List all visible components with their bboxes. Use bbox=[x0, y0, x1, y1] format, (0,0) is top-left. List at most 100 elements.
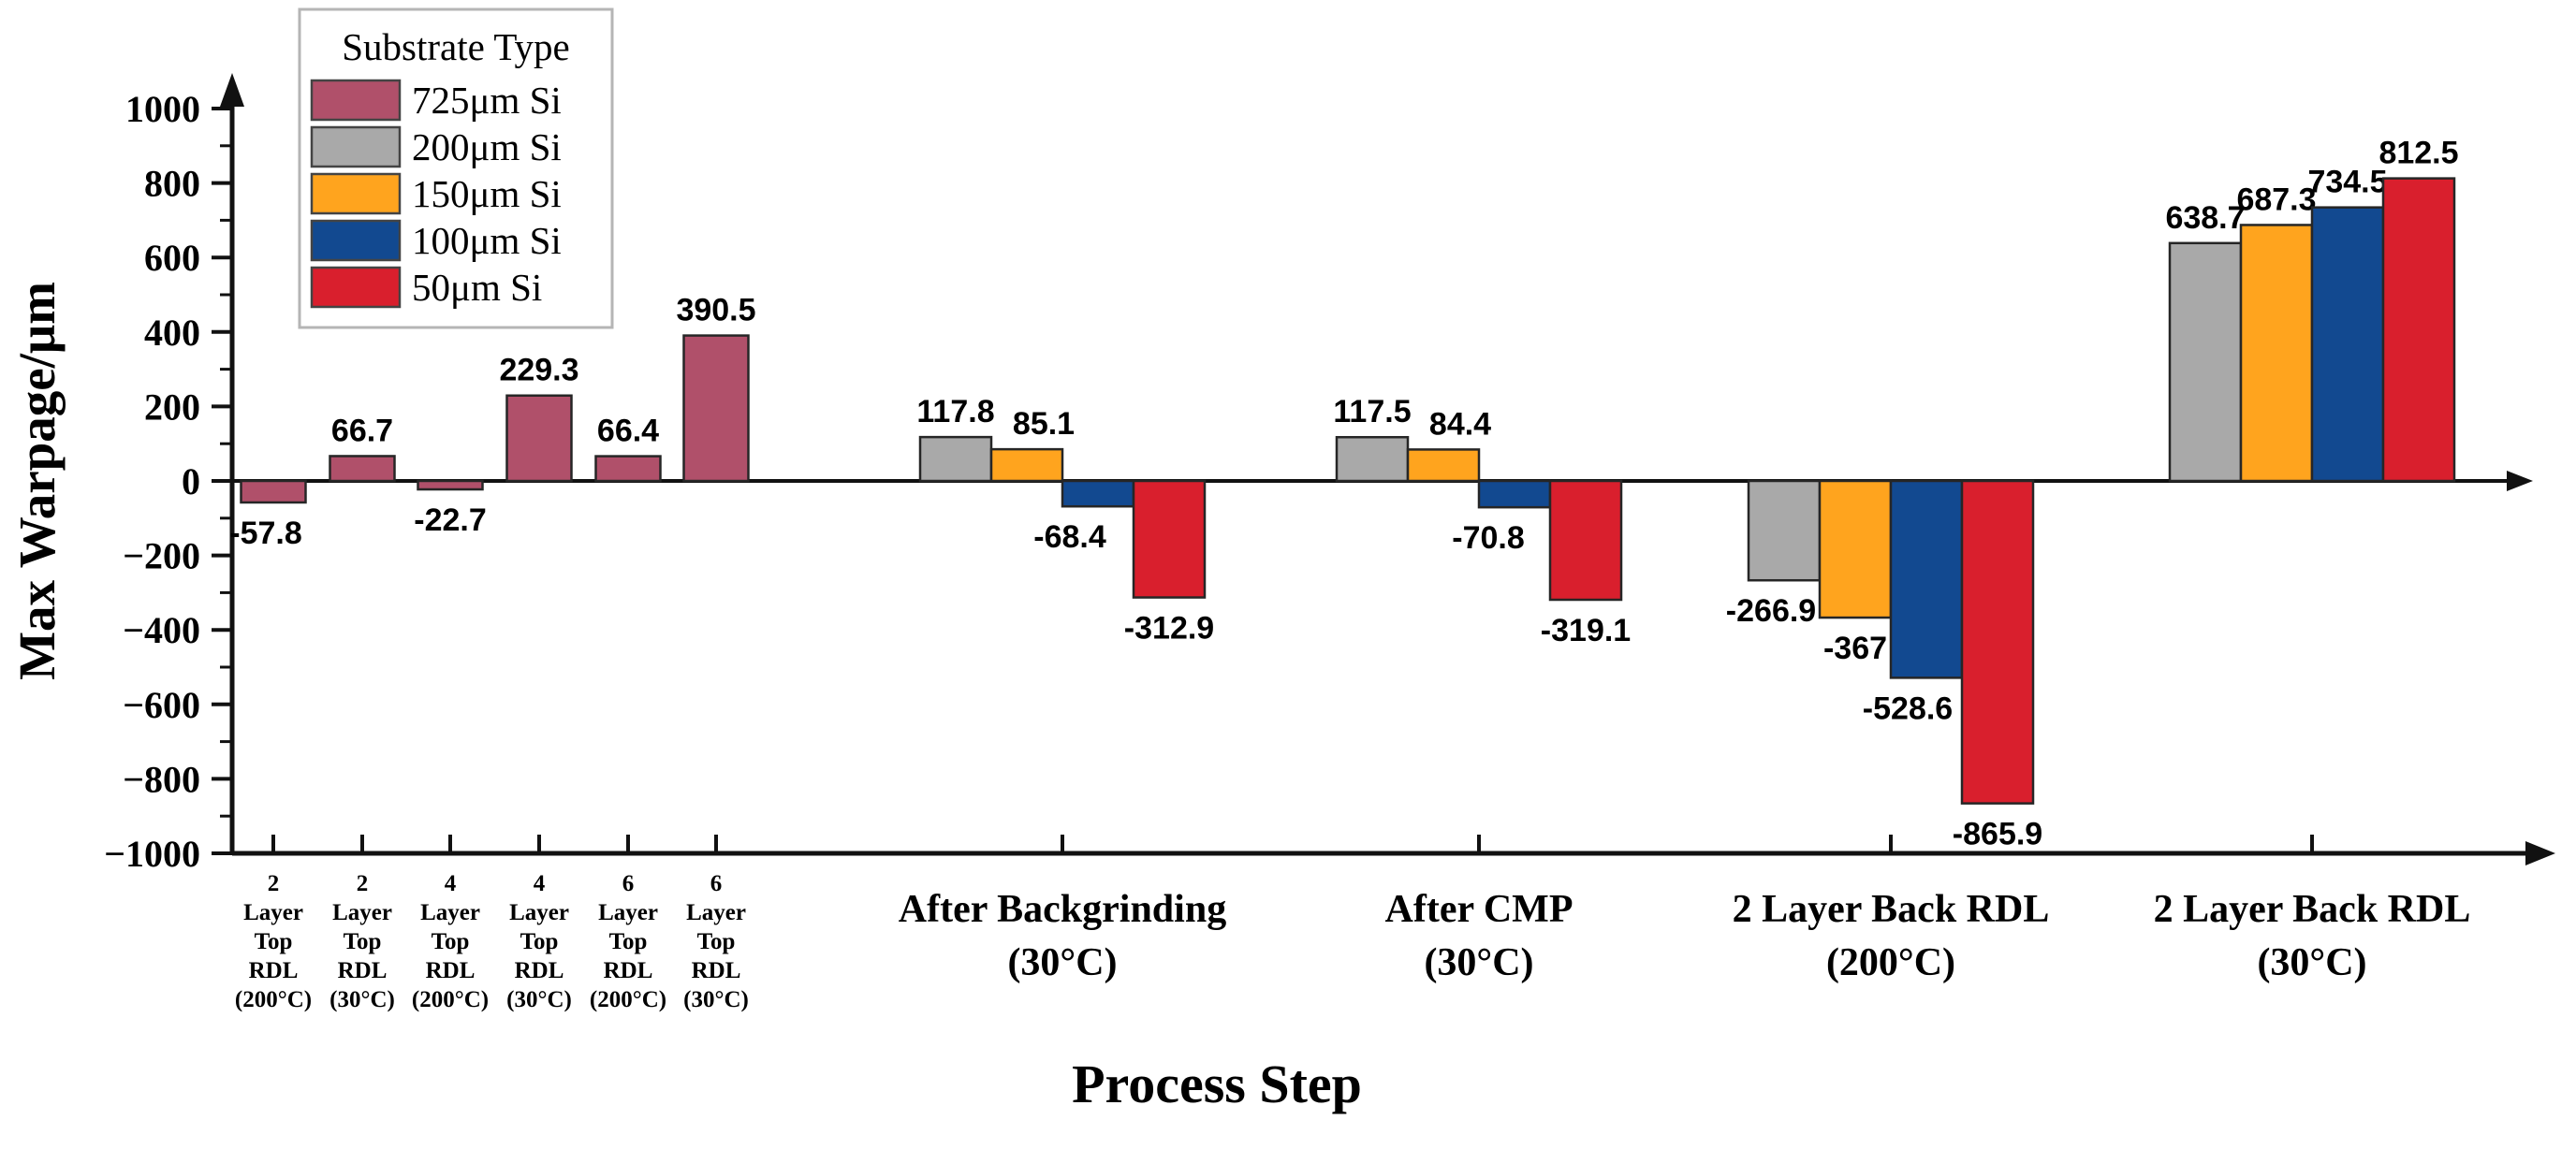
y-axis-arrow bbox=[220, 73, 244, 107]
bar-value-label: 66.7 bbox=[331, 413, 393, 448]
x-category-label: RDL bbox=[515, 958, 564, 983]
x-axis-arrow bbox=[2525, 841, 2555, 865]
legend-item-label: 50μm Si bbox=[412, 266, 542, 309]
x-category-label: Layer bbox=[243, 900, 303, 925]
x-category-label: 6 bbox=[622, 871, 635, 896]
y-tick-label: 800 bbox=[144, 163, 200, 205]
bar bbox=[1818, 479, 1893, 619]
bar-value-label: -319.1 bbox=[1541, 613, 1631, 648]
bar bbox=[240, 479, 307, 504]
x-category-label: (200°C) bbox=[235, 987, 312, 1012]
y-tick-label: −1000 bbox=[104, 833, 200, 875]
x-category-label: (200°C) bbox=[412, 987, 489, 1012]
bar-value-label: -22.7 bbox=[414, 502, 487, 538]
bar bbox=[505, 394, 573, 483]
x-category-label: (30°C) bbox=[506, 987, 572, 1012]
bar bbox=[1132, 479, 1207, 599]
bar-value-label: -312.9 bbox=[1124, 611, 1214, 647]
x-category-label: RDL bbox=[249, 958, 299, 983]
bar-value-label: 85.1 bbox=[1013, 406, 1075, 442]
legend-title: Substrate Type bbox=[342, 25, 569, 68]
x-category-label: 4 bbox=[534, 871, 546, 896]
x-category-label: 6 bbox=[710, 871, 723, 896]
bar bbox=[2239, 224, 2314, 483]
x-category-label: RDL bbox=[692, 958, 741, 983]
bar-value-label: 229.3 bbox=[499, 353, 578, 388]
y-axis-title: Max Warpage/μm bbox=[8, 282, 66, 680]
x-category-label: (200°C) bbox=[590, 987, 666, 1012]
y-tick-label: −200 bbox=[123, 535, 200, 577]
bar-value-label: -367 bbox=[1823, 631, 1887, 666]
bar-value-label: 687.3 bbox=[2236, 182, 2316, 217]
bar bbox=[594, 455, 662, 483]
bar bbox=[682, 334, 750, 483]
bar-value-label: -865.9 bbox=[1953, 817, 2042, 852]
x-category-label: (30°C) bbox=[1424, 941, 1533, 984]
y-tick-label: −600 bbox=[123, 684, 200, 726]
x-category-label: Layer bbox=[598, 900, 658, 925]
x-category-label: Layer bbox=[420, 900, 480, 925]
x-category-label: RDL bbox=[604, 958, 653, 983]
y-tick-label: −800 bbox=[123, 758, 200, 800]
bar-value-label: 84.4 bbox=[1429, 406, 1491, 442]
bar bbox=[1061, 479, 1135, 508]
x-category-label: Top bbox=[520, 929, 559, 954]
bar-value-label: 812.5 bbox=[2378, 136, 2458, 171]
x-category-label: Layer bbox=[509, 900, 569, 925]
legend-swatch bbox=[310, 219, 402, 262]
y-tick-label: 400 bbox=[144, 312, 200, 354]
legend-item-label: 725μm Si bbox=[412, 79, 562, 122]
y-tick-label: 1000 bbox=[125, 88, 200, 130]
bar-value-label: -68.4 bbox=[1033, 519, 1106, 555]
bar bbox=[1960, 479, 2035, 805]
legend-swatch bbox=[310, 266, 402, 309]
x-category-label: 4 bbox=[445, 871, 457, 896]
bar bbox=[2168, 241, 2243, 483]
x-category-label: (30°C) bbox=[329, 987, 395, 1012]
x-category-label: RDL bbox=[338, 958, 388, 983]
x-category-label: (30°C) bbox=[683, 987, 749, 1012]
x-category-label: Top bbox=[344, 929, 382, 954]
x-category-label: (30°C) bbox=[1007, 941, 1117, 984]
legend-swatch bbox=[310, 125, 402, 168]
y-tick-label: 200 bbox=[144, 385, 200, 428]
x-category-label: Layer bbox=[332, 900, 392, 925]
x-axis-title: Process Step bbox=[1072, 1054, 1362, 1114]
x-category-label: (30°C) bbox=[2257, 941, 2366, 984]
bar bbox=[1335, 435, 1410, 483]
y-tick-label: −400 bbox=[123, 609, 200, 651]
y-tick-label: 0 bbox=[182, 460, 200, 502]
bar-value-label: -70.8 bbox=[1452, 520, 1525, 556]
x-category-label: Top bbox=[609, 929, 648, 954]
bar bbox=[1889, 479, 1964, 679]
bar bbox=[417, 479, 484, 491]
x-category-label: 2 bbox=[357, 871, 369, 896]
bar bbox=[1747, 479, 1822, 582]
bar-value-label: -57.8 bbox=[229, 516, 302, 551]
bar bbox=[2381, 177, 2456, 483]
legend-swatch bbox=[310, 79, 402, 122]
bar-value-label: 734.5 bbox=[2307, 165, 2387, 200]
y-tick-label: 600 bbox=[144, 237, 200, 279]
x-category-label: Top bbox=[255, 929, 293, 954]
legend-swatch bbox=[310, 172, 402, 215]
bar bbox=[989, 447, 1064, 483]
x-category-label: Top bbox=[432, 929, 470, 954]
x-category-label: RDL bbox=[426, 958, 476, 983]
x-category-label: Layer bbox=[686, 900, 746, 925]
bar-value-label: 66.4 bbox=[597, 414, 659, 449]
bar bbox=[2310, 206, 2385, 483]
x-category-label: 2 bbox=[268, 871, 280, 896]
legend-item-label: 100μm Si bbox=[412, 219, 562, 262]
x-category-label: Top bbox=[697, 929, 736, 954]
bar-value-label: -266.9 bbox=[1726, 593, 1816, 629]
bar bbox=[1477, 479, 1552, 509]
legend-item-label: 200μm Si bbox=[412, 125, 562, 168]
bar-value-label: 117.8 bbox=[916, 394, 994, 429]
bar bbox=[1548, 479, 1623, 602]
bar bbox=[918, 435, 993, 483]
x-category-label: After CMP bbox=[1385, 888, 1573, 931]
